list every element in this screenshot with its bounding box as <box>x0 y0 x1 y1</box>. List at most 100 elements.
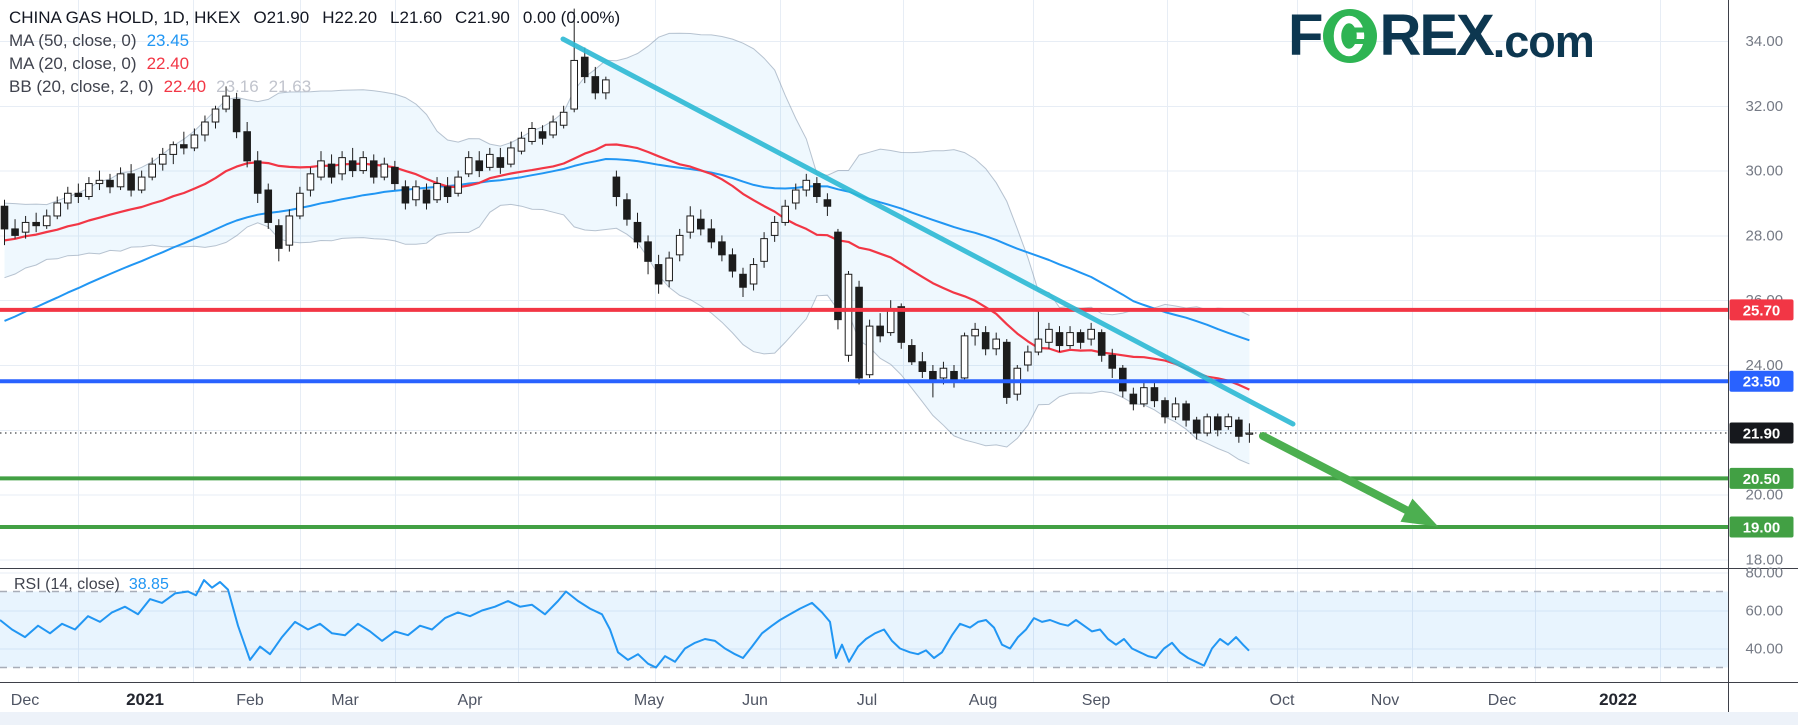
candle-down <box>728 254 737 272</box>
candle-up <box>211 108 220 123</box>
candle-down <box>475 160 484 172</box>
candle-down <box>897 306 906 343</box>
time-axis-month-label: Jun <box>742 692 768 709</box>
time-axis-month-label: Aug <box>969 692 997 709</box>
price-tick-label: 20.00 <box>1746 487 1784 504</box>
rsi-legend-row[interactable]: RSI (14, close) 38.85 <box>14 576 169 594</box>
candle-up <box>1140 387 1148 405</box>
candle-up <box>1045 328 1053 343</box>
candle-down <box>1002 341 1011 398</box>
close-value: C21.90 <box>455 8 510 27</box>
time-axis-month-label: Feb <box>236 692 264 709</box>
candle-up <box>1224 416 1233 428</box>
candle-down <box>855 286 863 379</box>
candle-up <box>749 264 758 285</box>
candle-up <box>570 59 579 110</box>
candle-up <box>549 121 557 136</box>
candle-down <box>580 56 589 78</box>
candle-down <box>1161 400 1169 418</box>
candle-down <box>1097 332 1106 356</box>
candle-down <box>232 98 241 133</box>
symbol-ohlc-row[interactable]: CHINA GAS HOLD, 1D, HKEX O21.90 H22.20 L21.… <box>9 6 620 29</box>
price-badge-bg <box>1729 516 1794 538</box>
price-tick-label: 30.00 <box>1746 163 1784 180</box>
drawings <box>560 36 1439 527</box>
ma50-legend-row[interactable]: MA (50, close, 0) 23.45 <box>9 29 620 52</box>
candle-down <box>1182 403 1190 421</box>
ma20-legend-row[interactable]: MA (20, close, 0) 22.40 <box>9 52 620 75</box>
rsi-band <box>0 591 1729 668</box>
candle-down <box>127 173 135 191</box>
candle-down <box>654 264 663 285</box>
price-badge: 25.70 <box>1729 299 1794 321</box>
candle-up <box>1034 338 1043 353</box>
bb-legend-row[interactable]: BB (20, close, 2, 0) 22.40 23.16 21.63 <box>9 75 620 98</box>
candle-up <box>665 257 673 282</box>
price-badge-text: 25.70 <box>1743 302 1781 319</box>
candle-up <box>137 176 146 191</box>
logo-o-icon <box>1323 9 1378 63</box>
time-axis-year-label: 2022 <box>1599 690 1637 709</box>
candle-down <box>981 332 990 350</box>
time-axis-month-label: Nov <box>1371 692 1399 709</box>
candle-down <box>908 345 916 363</box>
price-tick-label: 34.00 <box>1746 33 1784 50</box>
price-badge-text: 20.50 <box>1743 471 1781 488</box>
time-axis-month-label: Jul <box>857 692 877 709</box>
candle-up <box>1024 351 1032 366</box>
candle-down <box>1213 416 1222 431</box>
candle-down <box>633 221 642 243</box>
candle-up <box>116 173 125 188</box>
price-badge-text: 23.50 <box>1743 374 1781 391</box>
price-badge: 19.00 <box>1729 516 1794 538</box>
candle-down <box>0 205 9 230</box>
time-axis[interactable]: Dec 2021 Feb Mar Apr May Jun Jul Aug Sep Oct Nov Dec… <box>11 690 1637 709</box>
candle-up <box>285 215 294 246</box>
candle-up <box>95 179 104 185</box>
ma50-line <box>4 158 1250 342</box>
candle-down <box>591 76 600 94</box>
bollinger-band-fill <box>4 33 1250 464</box>
candle-up <box>1203 416 1212 434</box>
candle-down <box>697 218 705 230</box>
bb-label: BB (20, close, 2, 0) <box>9 77 154 96</box>
candle-down <box>718 241 726 256</box>
rsi-pane <box>0 579 1729 669</box>
time-axis-year-label: 2021 <box>126 690 164 709</box>
price-badge-text: 21.90 <box>1743 426 1781 443</box>
candle-down <box>918 361 927 372</box>
time-axis-month-label: Mar <box>331 692 359 709</box>
horizontal-levels <box>0 307 1729 529</box>
candle-down <box>707 228 716 243</box>
bottom-scroll-strip[interactable] <box>0 712 1798 725</box>
price-badge-bg <box>1729 422 1794 444</box>
price-badge: 20.50 <box>1729 467 1794 489</box>
price-tick-label: 32.00 <box>1746 98 1784 115</box>
downtrend-line[interactable] <box>560 36 1296 427</box>
projection-arrow-head[interactable] <box>1400 498 1439 527</box>
symbol-title[interactable]: CHINA GAS HOLD, 1D, HKEX <box>9 8 241 27</box>
ma50-label: MA (50, close, 0) <box>9 31 137 50</box>
candle-up <box>1066 332 1074 347</box>
bb-upper-value: 23.16 <box>216 77 259 96</box>
candle-down <box>391 166 399 185</box>
candle-up <box>1171 403 1180 418</box>
candle-up <box>1087 328 1095 340</box>
candle-up <box>507 147 515 165</box>
price-tick-label: 18.00 <box>1746 551 1784 568</box>
ma20-value: 22.40 <box>146 54 190 73</box>
projection-arrow-shaft[interactable] <box>1259 432 1414 516</box>
candle-down <box>253 160 262 194</box>
candle-up <box>433 183 441 201</box>
price-badge: 23.50 <box>1729 370 1794 392</box>
candle-up <box>412 186 420 201</box>
candle-down <box>739 273 747 288</box>
time-axis-month-label: Dec <box>11 692 39 709</box>
time-axis-month-label: Oct <box>1270 692 1295 709</box>
price-axis[interactable]: 34.0032.0030.0028.0026.0024.0022.0020.00… <box>1729 33 1794 658</box>
rsi-line <box>0 579 1250 669</box>
candle-up <box>559 111 568 126</box>
price-badge-bg <box>1729 467 1794 489</box>
symbol-legend: CHINA GAS HOLD, 1D, HKEX O21.90 H22.20 L21.… <box>9 6 620 98</box>
